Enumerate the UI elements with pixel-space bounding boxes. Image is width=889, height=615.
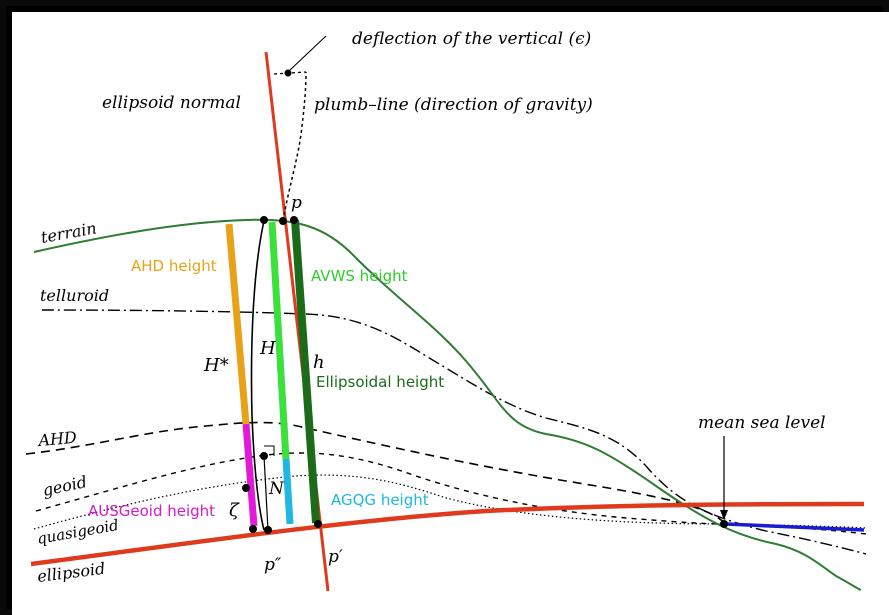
mean-sea-level-line bbox=[725, 522, 865, 532]
geoid-label: geoid bbox=[41, 472, 89, 500]
ausgeoid-height-bar bbox=[242, 423, 258, 527]
ahd-label: AHD bbox=[36, 428, 78, 450]
deflection-label: deflection of the vertical (ϵ) bbox=[352, 29, 591, 49]
ahd-height-bar bbox=[225, 223, 250, 425]
diagram-canvas: deflection of the vertical (ϵ) ellipsoid… bbox=[12, 12, 889, 615]
point-p-double-prime bbox=[264, 526, 272, 534]
plumb-line-lower bbox=[250, 220, 265, 531]
ellipsoidal-height-label: Ellipsoidal height bbox=[316, 373, 444, 391]
H-star-label: H* bbox=[203, 355, 229, 376]
avws-height-label: AVWS height bbox=[311, 267, 408, 285]
telluroid-surface bbox=[41, 309, 867, 555]
deflection-point bbox=[284, 69, 292, 77]
plumb-line-label: plumb–line (direction of gravity) bbox=[314, 95, 593, 115]
zeta-label: ζ bbox=[229, 500, 240, 521]
terrain-label: terrain bbox=[39, 218, 98, 246]
terrain-point-left bbox=[260, 216, 268, 224]
N-measure-line bbox=[263, 455, 269, 531]
point-p-prime-label: p′ bbox=[328, 547, 343, 567]
N-point bbox=[260, 452, 268, 460]
point-p-label: p bbox=[291, 193, 302, 213]
point-telluroid-top bbox=[290, 216, 298, 224]
plumb-line bbox=[282, 71, 307, 222]
deflection-leader bbox=[289, 35, 327, 71]
zeta-point bbox=[242, 484, 250, 492]
ahd-surface bbox=[25, 421, 727, 525]
msl-arrow-head bbox=[720, 510, 728, 520]
point-p-double-prime-label: p″ bbox=[264, 555, 282, 575]
h-label: h bbox=[313, 352, 325, 373]
ellipsoidal-height-bar bbox=[291, 219, 320, 524]
point-p-prime bbox=[314, 520, 322, 528]
quasigeoid-label: quasigeoid bbox=[36, 516, 120, 548]
ausgeoid-height-label: AUSGeoid height bbox=[88, 502, 215, 520]
agqg-height-bar bbox=[282, 458, 294, 525]
terrain-surface bbox=[33, 218, 862, 591]
right-angle-mark bbox=[264, 445, 275, 456]
point-ellipsoid-left bbox=[249, 525, 257, 533]
height-systems-diagram: deflection of the vertical (ϵ) ellipsoid… bbox=[25, 29, 867, 592]
point-p bbox=[279, 217, 287, 225]
ahd-height-label: AHD height bbox=[131, 257, 217, 275]
H-label: H bbox=[259, 338, 276, 359]
deflection-arc bbox=[273, 71, 307, 75]
ellipsoid-surface bbox=[30, 501, 865, 567]
mean-sea-level-label: mean sea level bbox=[698, 413, 826, 433]
ellipsoid-normal-label: ellipsoid normal bbox=[102, 93, 241, 113]
geoid-surface bbox=[35, 452, 867, 535]
telluroid-label: telluroid bbox=[40, 286, 109, 305]
agqg-height-label: AGQG height bbox=[331, 491, 429, 509]
N-label: N bbox=[268, 479, 285, 499]
msl-point bbox=[720, 520, 728, 528]
avws-height-bar bbox=[268, 221, 290, 460]
